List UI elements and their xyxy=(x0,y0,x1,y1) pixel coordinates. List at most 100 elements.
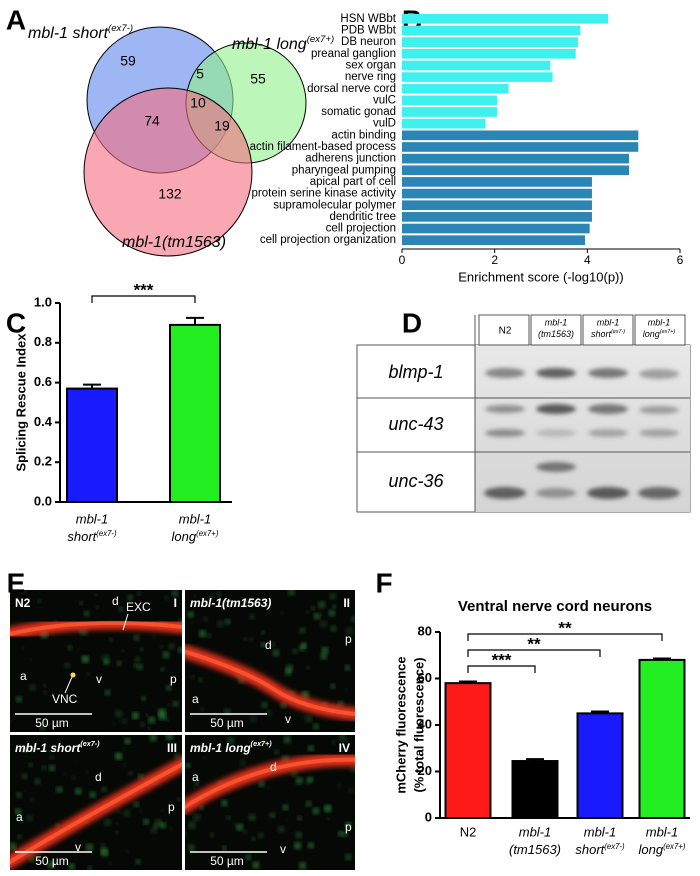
bar xyxy=(402,14,609,24)
venn-set-label: mbl-1(tm1563) xyxy=(122,234,226,251)
fluorescence xyxy=(16,792,22,798)
gel-band xyxy=(536,429,576,437)
fluorescence xyxy=(10,842,17,851)
fluorescence xyxy=(299,627,306,634)
bar xyxy=(402,83,509,94)
fluorescence xyxy=(320,652,328,660)
venn-set-label: mbl-1 short(ex7-) xyxy=(28,23,133,42)
fluorescence xyxy=(140,721,146,727)
fluorescence xyxy=(295,831,303,839)
pointer xyxy=(64,676,73,694)
fluorescence xyxy=(240,759,246,766)
venn-set-label: mbl-1 long(ex7+) xyxy=(232,34,334,53)
fluorescence xyxy=(21,646,25,650)
significance-label: *** xyxy=(492,650,512,669)
fluorescence xyxy=(191,675,195,679)
fluorescence xyxy=(164,595,169,600)
y-tick-label: 40 xyxy=(418,716,432,731)
fluorescence xyxy=(216,620,224,628)
y-tick-label: vulC xyxy=(373,94,396,106)
fluorescence xyxy=(74,787,82,795)
bar xyxy=(402,188,592,199)
x-tick-label-sup: (ex7+) xyxy=(196,529,219,538)
fluorescence xyxy=(29,745,33,749)
gel-band xyxy=(588,429,628,437)
bar xyxy=(402,95,497,106)
gel-row-label: unc-43 xyxy=(388,414,443,434)
gel-column-label-sup: (ex7+) xyxy=(660,329,676,335)
y-tick-label: cell projection xyxy=(326,223,396,235)
fluorescence xyxy=(185,606,188,611)
fluorescence xyxy=(280,611,284,615)
error-bar xyxy=(526,758,544,762)
fluorescence xyxy=(71,775,76,780)
fluorescence xyxy=(22,604,26,607)
y-tick-label: HSN WBbt xyxy=(340,13,396,25)
fluorescence xyxy=(344,853,352,861)
fluorescence xyxy=(172,743,176,747)
venn-count: 55 xyxy=(250,71,266,87)
fluorescence xyxy=(10,718,12,723)
scale-bar-label: 50 µm xyxy=(35,854,69,868)
gel-band xyxy=(536,488,576,498)
fluorescence xyxy=(272,649,280,657)
y-tick-label: 0.6 xyxy=(34,374,52,389)
bar xyxy=(402,72,553,82)
y-tick-label: nerve ring xyxy=(345,71,396,83)
fluorescence xyxy=(68,863,75,870)
fluorescence xyxy=(305,715,313,723)
fluorescence xyxy=(63,772,66,776)
gel-column-label: short(ex7-) xyxy=(591,329,625,339)
fluorescence xyxy=(85,770,89,774)
gel-band xyxy=(587,487,629,499)
fluorescence xyxy=(209,832,214,837)
x-tick-label-part: long xyxy=(172,529,197,544)
bar xyxy=(402,235,586,245)
fluorescence xyxy=(37,599,42,603)
venn-set-label-part: mbl-1 long xyxy=(232,36,307,53)
y-tick-label: 0.2 xyxy=(34,454,52,469)
bar xyxy=(402,107,497,117)
significance-bracket xyxy=(467,649,601,657)
fluorescence xyxy=(252,861,260,869)
y-tick-label: supramolecular polymer xyxy=(273,199,396,211)
fluorescence xyxy=(80,633,83,636)
bar xyxy=(169,323,221,504)
x-tick-label-sup: (ex7-) xyxy=(604,842,625,851)
venn-count: 5 xyxy=(196,66,204,82)
bar xyxy=(402,130,639,141)
bar xyxy=(402,153,630,164)
gel-column-label-sup: (ex7-) xyxy=(611,329,625,335)
fluorescence xyxy=(143,818,150,825)
gel-band xyxy=(484,487,526,499)
bar xyxy=(638,658,686,820)
gel-band xyxy=(536,404,576,414)
vnc xyxy=(70,672,76,678)
fluorescence xyxy=(312,807,320,815)
micrograph-label: EXC xyxy=(126,600,151,614)
fluorescence xyxy=(260,642,266,648)
fluorescence xyxy=(29,658,32,661)
y-tick-label: 1.0 xyxy=(34,294,52,309)
x-axis-label: Enrichment score (-log10(p)) xyxy=(458,269,623,284)
panel-label: E xyxy=(7,567,26,598)
fluorescence xyxy=(321,646,329,654)
fluorescence xyxy=(149,735,157,742)
fluorescence xyxy=(122,747,126,751)
bar xyxy=(402,177,592,187)
y-tick-label: PDB WBbt xyxy=(341,25,397,37)
fluorescence xyxy=(56,786,63,794)
micrograph-label: p xyxy=(345,820,352,834)
gel-header-cell xyxy=(582,314,634,346)
fluorescence xyxy=(165,735,174,741)
fluorescence xyxy=(115,710,123,718)
gel-column-label: mbl-1 xyxy=(597,317,620,327)
fluorescence xyxy=(345,627,354,636)
fluorescence xyxy=(21,773,28,780)
panel-label: D xyxy=(402,307,422,338)
y-tick-label: pharyngeal pumping xyxy=(292,164,396,176)
fluorescence xyxy=(133,663,138,668)
micrograph-title-part: mbl-1(tm1563) xyxy=(190,596,271,610)
fluorescence xyxy=(266,785,270,789)
micrograph-title: mbl-1(tm1563) xyxy=(190,596,271,610)
